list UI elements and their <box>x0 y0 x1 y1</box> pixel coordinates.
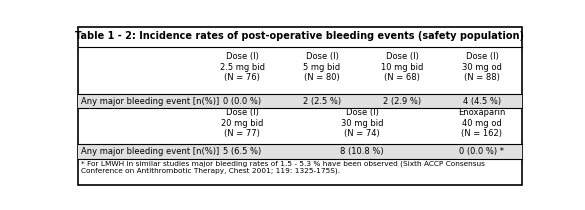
Text: Dose (I)
2.5 mg bid
(N = 76): Dose (I) 2.5 mg bid (N = 76) <box>219 52 264 82</box>
Text: Dose (I)
20 mg bid
(N = 77): Dose (I) 20 mg bid (N = 77) <box>221 108 263 138</box>
Text: Any major bleeding event [n(%)]: Any major bleeding event [n(%)] <box>81 147 219 156</box>
Text: 0 (0.0 %): 0 (0.0 %) <box>223 97 261 106</box>
Text: 5 (6.5 %): 5 (6.5 %) <box>223 147 261 156</box>
Text: 2 (2.5 %): 2 (2.5 %) <box>303 97 341 106</box>
Text: Dose (I)
10 mg bid
(N = 68): Dose (I) 10 mg bid (N = 68) <box>381 52 423 82</box>
Bar <box>78 144 522 159</box>
Text: Dose (I)
30 mg od
(N = 88): Dose (I) 30 mg od (N = 88) <box>462 52 502 82</box>
Text: 2 (2.9 %): 2 (2.9 %) <box>383 97 421 106</box>
Text: Any major bleeding event [n(%)]: Any major bleeding event [n(%)] <box>81 97 219 106</box>
Text: 4 (4.5 %): 4 (4.5 %) <box>463 97 501 106</box>
Text: Dose (I)
5 mg bid
(N = 80): Dose (I) 5 mg bid (N = 80) <box>304 52 340 82</box>
Text: Table 1 - 2: Incidence rates of post-operative bleeding events (safety populatio: Table 1 - 2: Incidence rates of post-ope… <box>75 31 524 41</box>
Text: * For LMWH in similar studies major bleeding rates of 1.5 - 5.3 % have been obse: * For LMWH in similar studies major blee… <box>81 160 485 174</box>
Text: 8 (10.8 %): 8 (10.8 %) <box>340 147 384 156</box>
Text: Dose (I)
30 mg bid
(N = 74): Dose (I) 30 mg bid (N = 74) <box>341 108 383 138</box>
Bar <box>78 94 522 109</box>
Text: 0 (0.0 %) *: 0 (0.0 %) * <box>459 147 504 156</box>
Text: Enoxaparin
40 mg od
(N = 162): Enoxaparin 40 mg od (N = 162) <box>458 108 505 138</box>
